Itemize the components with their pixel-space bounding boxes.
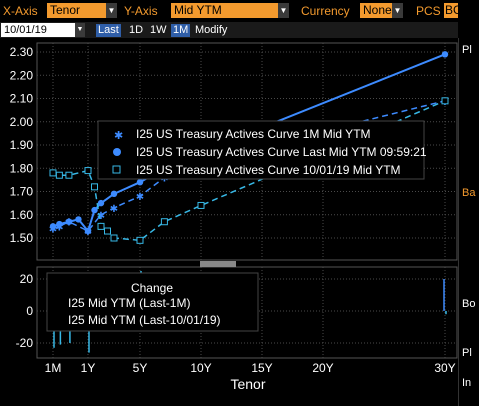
data-point: [65, 218, 73, 225]
svg-text:✱: ✱: [114, 129, 123, 142]
x-axis-dropdown[interactable]: Tenor ▼: [47, 3, 117, 18]
data-point: [65, 171, 73, 179]
change-y-tick-label: 20: [20, 272, 34, 286]
data-point: [91, 183, 98, 191]
x-tick-label: 10Y: [190, 361, 211, 375]
legend-entry-date: I25 US Treasury Actives Curve 10/01/19 M…: [136, 163, 401, 177]
data-point: [49, 169, 57, 177]
data-point: [56, 220, 63, 228]
change-legend: [46, 272, 259, 332]
data-point: [197, 201, 205, 209]
currency-dropdown[interactable]: None ▼: [360, 3, 403, 18]
data-point: [441, 97, 449, 105]
data-point: [84, 167, 92, 175]
y-axis-dropdown[interactable]: Mid YTM ▼: [171, 3, 289, 18]
y-tick-label: 1.60: [10, 208, 34, 222]
y-tick-label: 2.30: [10, 45, 34, 59]
x-axis-value: Tenor: [50, 3, 81, 17]
side-item-2[interactable]: Ba: [462, 187, 476, 199]
y-tick-label: 1.70: [10, 185, 34, 199]
y-tick-label: 1.50: [10, 231, 34, 245]
data-point: [49, 223, 57, 230]
data-point: [136, 236, 144, 244]
y-tick-label: 2.20: [10, 68, 34, 82]
y-axis-value: Mid YTM: [174, 3, 222, 17]
data-point: [104, 227, 111, 235]
chevron-down-icon: ▼: [278, 3, 289, 18]
change-y-tick-label: 0: [26, 304, 33, 318]
x-tick-label: 30Y: [434, 361, 455, 375]
side-item-5[interactable]: In: [462, 377, 472, 389]
date-value: 10/01/19: [4, 24, 47, 36]
pcs-label: PCS: [416, 4, 441, 18]
date-field[interactable]: 10/01/19 ▼: [1, 23, 85, 37]
data-point: [97, 199, 105, 207]
change-legend-entry-1m: I25 Mid YTM (Last-1M): [68, 296, 190, 310]
change-legend-title: Change: [131, 281, 173, 295]
x-tick-label: 20Y: [312, 361, 333, 375]
legend-square-icon: [112, 165, 121, 174]
legend-star-icon: ✱: [114, 129, 123, 142]
side-panel: Pl Ba Bo Pl In: [458, 38, 479, 406]
range-button-1m[interactable]: 1M: [171, 24, 191, 37]
x-tick-label: 1Y: [81, 361, 96, 375]
chevron-down-icon: ▼: [75, 23, 85, 37]
x-tick-label: 1M: [45, 361, 62, 375]
date-range-bar: 10/01/19 ▼ Last 1D 1W 1M Modify: [0, 22, 458, 38]
data-point: [441, 51, 449, 58]
side-item-3[interactable]: Bo: [462, 298, 476, 310]
data-point: [160, 218, 168, 226]
legend-entry-last: I25 US Treasury Actives Curve Last Mid Y…: [136, 145, 427, 159]
data-point: ✱: [49, 225, 57, 236]
axis-ticks: 1M 1Y 5Y 10Y 15Y 20Y 30Y 1.50 1.60 1.70 1.80 1.90 2.…: [10, 45, 456, 375]
x-tick-label: 5Y: [133, 361, 148, 375]
side-item-1[interactable]: Pl: [462, 44, 472, 56]
data-point: ✱: [55, 222, 63, 233]
data-point: ✱: [136, 192, 144, 203]
data-point: [91, 206, 98, 214]
data-point: ✱: [97, 211, 105, 222]
data-point: [110, 234, 118, 242]
chart-toolbar: X-Axis Tenor ▼ Y-Axis Mid YTM ▼ Currency…: [0, 0, 458, 22]
data-point: [55, 171, 63, 179]
x-tick-label: 15Y: [251, 361, 272, 375]
range-button-modify[interactable]: Modify: [195, 24, 228, 36]
legend-dot-icon: [113, 148, 121, 156]
data-point: [75, 216, 82, 223]
range-button-1w[interactable]: 1W: [150, 24, 167, 36]
currency-label: Currency: [301, 4, 350, 18]
pcs-value: BGN: [445, 3, 458, 17]
change-legend-entry-date: I25 Mid YTM (Last-10/01/19): [68, 313, 221, 327]
chevron-down-icon: ▼: [106, 3, 117, 18]
pcs-field[interactable]: BGN: [444, 3, 458, 18]
range-button-1d[interactable]: 1D: [129, 24, 144, 36]
range-button-last[interactable]: Last: [96, 24, 121, 37]
data-point: [84, 227, 92, 235]
currency-value: None: [363, 3, 392, 17]
main-legend: [97, 120, 425, 180]
x-axis-title: Tenor: [230, 376, 265, 392]
data-point: [97, 222, 105, 230]
y-axis-label: Y-Axis: [124, 4, 158, 18]
splitter-handle: [200, 261, 236, 267]
y-tick-label: 2.00: [10, 115, 34, 129]
y-tick-label: 1.80: [10, 161, 34, 175]
legend-entry-1m: I25 US Treasury Actives Curve 1M Mid YTM: [136, 127, 371, 141]
y-tick-label: 2.10: [10, 92, 34, 106]
data-point: ✱: [110, 204, 118, 215]
data-point: [136, 179, 144, 186]
chevron-down-icon: ▼: [392, 3, 403, 18]
data-point: [110, 190, 118, 198]
change-y-tick-label: -20: [16, 336, 34, 350]
y-tick-label: 1.90: [10, 138, 34, 152]
yield-curve-chart: ✱✱✱✱✱✱✱✱✱✱ 1M1Y5Y10Y15Y20Y30Y1.501.601.7…: [10, 42, 458, 392]
x-axis-label: X-Axis: [3, 4, 38, 18]
side-item-4[interactable]: Pl: [462, 347, 472, 359]
